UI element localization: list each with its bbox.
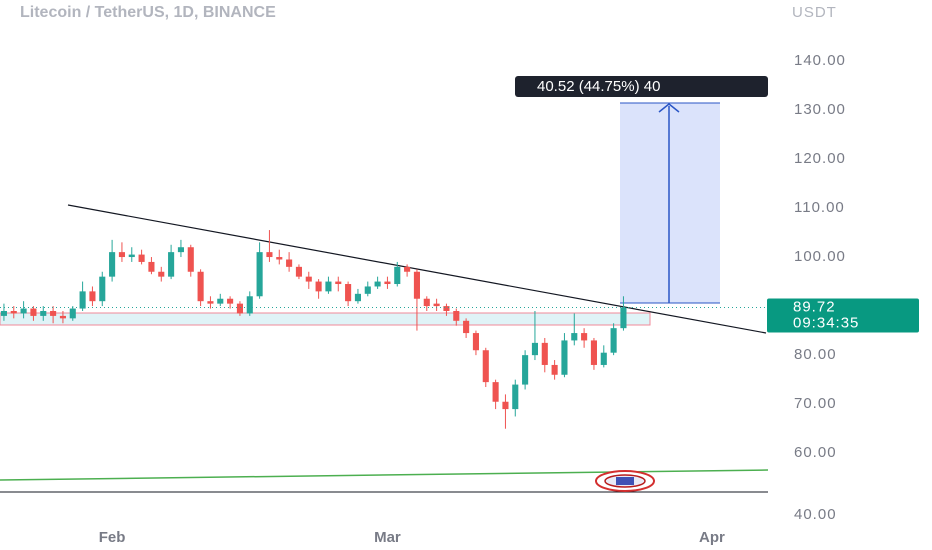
- y-tick-label: 120.00: [794, 150, 846, 167]
- candle-body: [79, 291, 86, 309]
- candle-body: [276, 257, 283, 260]
- candle-body: [502, 401, 509, 410]
- candle-body: [0, 310, 7, 316]
- candle-body: [40, 310, 47, 316]
- candle-body: [286, 259, 293, 267]
- candle-body: [138, 254, 145, 262]
- candle-body: [315, 281, 322, 292]
- candle-body: [345, 284, 352, 302]
- candle-body: [404, 266, 411, 272]
- candle-body: [413, 271, 420, 299]
- candle-body: [325, 281, 332, 292]
- countdown-label: 09:34:35: [793, 314, 859, 331]
- projection-arrow-head: [658, 103, 680, 113]
- candle-body: [620, 307, 627, 329]
- y-axis-label: USDT: [792, 4, 837, 21]
- candle-body: [335, 281, 342, 285]
- candle-body: [89, 291, 96, 302]
- candle-body: [482, 350, 489, 383]
- candle-body: [69, 308, 76, 319]
- candle-body: [305, 276, 312, 282]
- y-tick-label: 40.00: [794, 506, 837, 523]
- candle-body: [59, 315, 66, 319]
- x-tick-label: Apr: [699, 529, 725, 546]
- candle-body: [217, 298, 224, 304]
- candle-body: [177, 247, 184, 253]
- trend-line: [67, 204, 767, 334]
- support-zone: [0, 312, 651, 326]
- candle-body: [256, 252, 263, 297]
- measure-label-bg: [515, 76, 768, 97]
- last-price-box: [767, 298, 919, 333]
- candle-body: [128, 254, 135, 258]
- candle-body: [423, 298, 430, 307]
- candle-body: [20, 308, 27, 314]
- candle-body: [30, 308, 37, 316]
- candle-body: [227, 298, 234, 304]
- candle-body: [295, 266, 302, 277]
- candle-body: [541, 342, 548, 365]
- projection-box: [620, 103, 720, 303]
- candle-body: [50, 310, 57, 316]
- x-tick-label: Feb: [99, 529, 126, 546]
- candle-body: [522, 355, 529, 385]
- candle-body: [168, 252, 175, 277]
- candle-body: [551, 364, 558, 375]
- candle-body: [590, 340, 597, 365]
- candle-body: [453, 310, 460, 321]
- candle-body: [512, 384, 519, 410]
- candle-body: [99, 276, 106, 302]
- candle-body: [600, 352, 607, 365]
- candle-body: [197, 271, 204, 302]
- candle-body: [433, 303, 440, 307]
- candle-body: [443, 306, 450, 311]
- candles: [0, 230, 627, 429]
- y-tick-label: 130.00: [794, 101, 846, 118]
- candle-body: [109, 252, 116, 277]
- candle-body: [531, 342, 538, 356]
- y-tick-label: 140.00: [794, 52, 846, 69]
- candle-body: [207, 301, 214, 304]
- candle-body: [472, 333, 479, 351]
- candle-body: [236, 303, 243, 314]
- candle-body: [364, 286, 371, 294]
- candle-body: [561, 340, 568, 375]
- candle-body: [394, 266, 401, 285]
- candle-body: [158, 271, 165, 277]
- candle-body: [374, 281, 381, 287]
- y-tick-label: 60.00: [794, 444, 837, 461]
- candle-body: [10, 310, 17, 314]
- y-tick-label: 100.00: [794, 248, 846, 265]
- candle-body: [492, 382, 499, 402]
- candle-body: [354, 293, 361, 302]
- candle-body: [571, 333, 578, 341]
- last-price-label: 89.72: [793, 298, 836, 315]
- candle-body: [610, 328, 617, 353]
- candle-body: [266, 252, 273, 258]
- candle-body: [463, 320, 470, 334]
- candle-body: [148, 261, 155, 272]
- y-tick-label: 70.00: [794, 395, 837, 412]
- x-tick-label: Mar: [374, 529, 401, 546]
- candle-body: [384, 281, 391, 285]
- candle-body: [118, 252, 125, 258]
- candle-body: [187, 247, 194, 272]
- candle-body: [581, 333, 588, 341]
- y-tick-label: 110.00: [794, 199, 845, 216]
- y-tick-label: 80.00: [794, 346, 837, 363]
- candle-body: [246, 296, 253, 314]
- event-flag: [595, 470, 655, 492]
- chart-title: Litecoin / TetherUS, 1D, BINANCE: [20, 4, 276, 21]
- measure-label: 40.52 (44.75%) 40: [537, 78, 660, 95]
